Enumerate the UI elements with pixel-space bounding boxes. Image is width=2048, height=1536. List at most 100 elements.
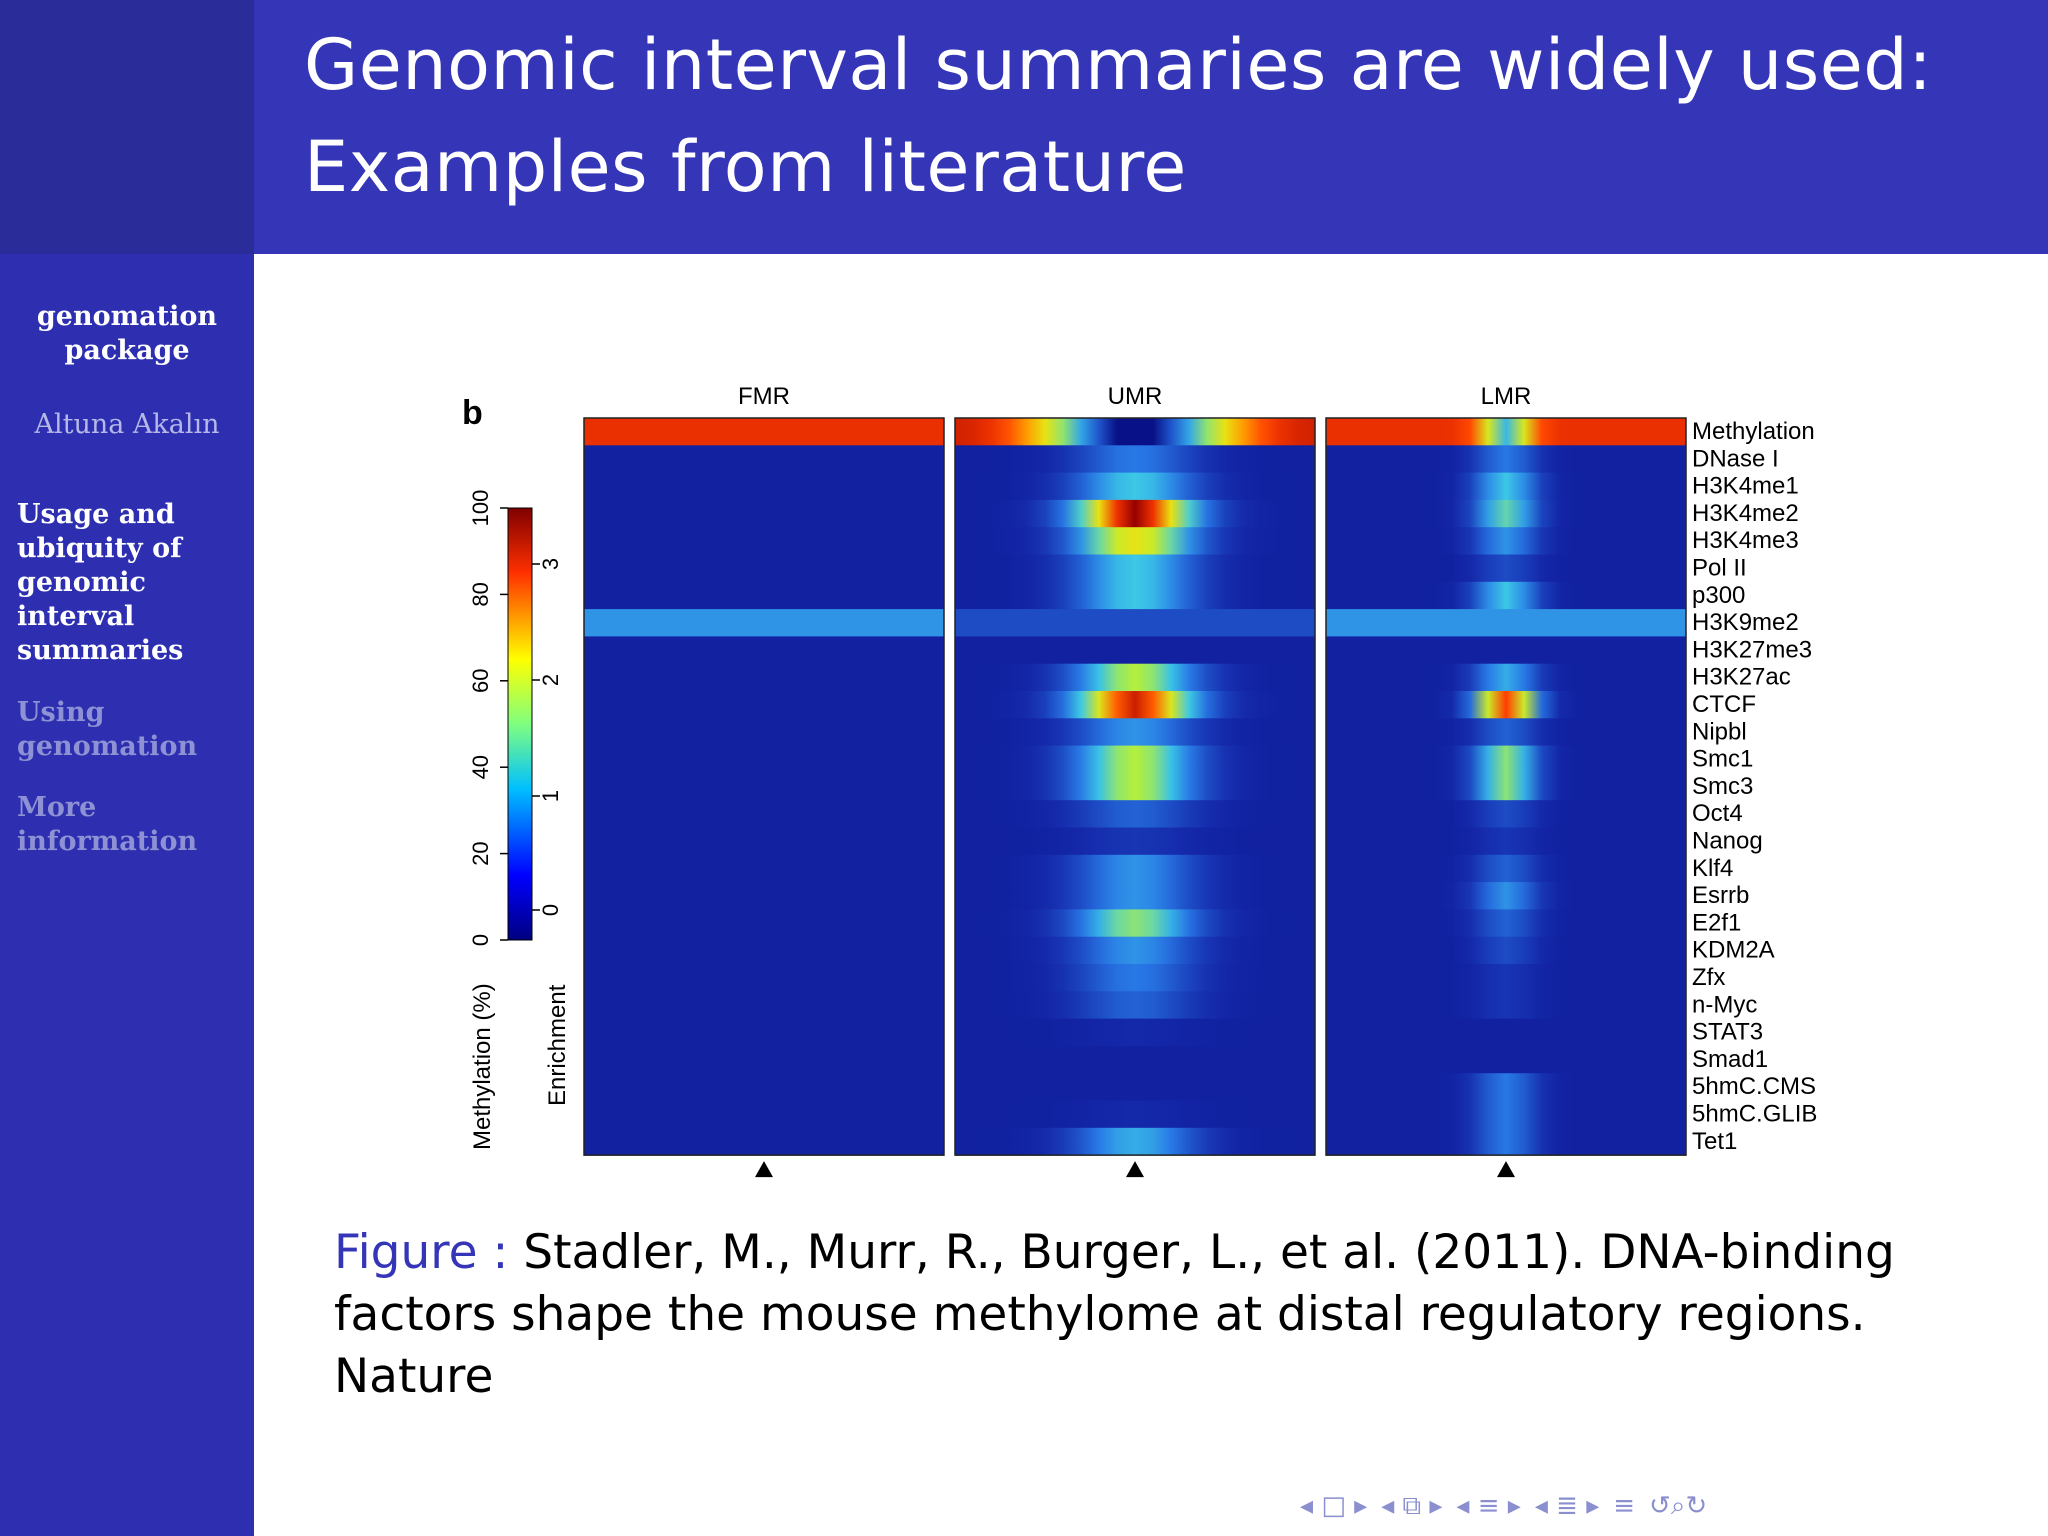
heatmap-cell <box>584 1073 944 1102</box>
heatmap-cell <box>1326 636 1686 665</box>
sidebar-section-more[interactable]: More information <box>17 791 242 859</box>
sidebar-package-title[interactable]: genomation package <box>0 300 254 368</box>
sidebar-author[interactable]: Altuna Akalın <box>34 409 220 440</box>
heatmap-row-lmr <box>1326 991 1686 1020</box>
heatmap-cell <box>955 554 1315 583</box>
sidebar-section-line: Using <box>17 697 105 728</box>
sidebar-section-line: ubiquity of <box>17 533 182 564</box>
heatmap-cell <box>1326 827 1686 856</box>
heatmap-cell <box>1326 418 1686 446</box>
heatmap-row-fmr <box>584 609 944 637</box>
row-label: 5hmC.CMS <box>1692 1073 1816 1100</box>
methylation-tick-label: 80 <box>468 582 493 606</box>
column-label-lmr: LMR <box>1481 383 1532 410</box>
heatmap-row-fmr <box>584 1018 944 1047</box>
heatmap-row-umr <box>955 418 1315 446</box>
heatmap-cell <box>584 718 944 747</box>
row-label: H3K4me3 <box>1692 527 1799 554</box>
heatmap-row-fmr <box>584 636 944 665</box>
heatmap-row-fmr <box>584 1127 944 1156</box>
row-label: H3K9me2 <box>1692 609 1799 636</box>
heatmap-row-lmr <box>1326 472 1686 501</box>
heatmap-row-lmr <box>1326 854 1686 883</box>
heatmap-cell <box>1326 499 1686 528</box>
row-label: Smad1 <box>1692 1046 1768 1073</box>
row-label: H3K4me2 <box>1692 500 1799 527</box>
heatmap-cell <box>584 936 944 965</box>
sidebar-section-usage[interactable]: Usage and ubiquity of genomic interval s… <box>17 498 242 668</box>
heatmap-cell <box>1326 445 1686 474</box>
heatmap-row-lmr <box>1326 418 1686 446</box>
heatmap-cell <box>1326 1018 1686 1047</box>
nav-search-icon[interactable]: ↺⌕↻ <box>1649 1490 1708 1521</box>
sidebar-section-line: summaries <box>17 635 184 666</box>
heatmap-cell <box>955 882 1315 910</box>
heatmap-row-fmr <box>584 581 944 610</box>
heatmap-row-lmr <box>1326 827 1686 856</box>
row-label: H3K4me1 <box>1692 473 1799 500</box>
heatmap-row-umr <box>955 772 1315 801</box>
heatmap-cell <box>1326 1100 1686 1129</box>
colorbar-ticks: 0 20 40 60 80 100 0 1 2 3 <box>468 490 563 946</box>
heatmap-cell <box>584 1127 944 1156</box>
nav-first-icon[interactable]: ◂ □ ▸ <box>1300 1491 1368 1521</box>
heatmap-row-fmr <box>584 472 944 501</box>
heatmap-cell <box>584 882 944 910</box>
heatmap-cell <box>955 800 1315 829</box>
methylation-tick-label: 0 <box>468 934 493 946</box>
heatmap-cell <box>584 609 944 637</box>
column-labels: FMR UMR LMR <box>738 383 1531 410</box>
heatmap-row-umr <box>955 636 1315 665</box>
heatmap-row-fmr <box>584 527 944 556</box>
nav-toc-icon[interactable]: ≡ <box>1613 1491 1636 1521</box>
row-label: Smc1 <box>1692 746 1753 773</box>
heatmap-row-umr <box>955 827 1315 856</box>
heatmap-row-lmr <box>1326 445 1686 474</box>
heatmap-cell <box>955 1127 1315 1156</box>
heatmap-row-umr <box>955 1100 1315 1129</box>
slide-title-line-1: Genomic interval summaries are widely us… <box>304 24 1933 106</box>
heatmap-row-lmr <box>1326 609 1686 637</box>
heatmap-panel-frame <box>1325 417 1687 1156</box>
heatmap-cell <box>584 1045 944 1074</box>
heatmap-cell <box>955 1045 1315 1074</box>
heatmap-cell <box>584 991 944 1020</box>
heatmap-row-lmr <box>1326 1073 1686 1102</box>
center-marker-icon <box>1126 1161 1144 1178</box>
sidebar-section-line: genomic <box>17 567 146 598</box>
row-label: Klf4 <box>1692 855 1733 882</box>
heatmap-cell <box>1326 1127 1686 1156</box>
heatmap-row-umr <box>955 691 1315 719</box>
heatmap-cell <box>1326 718 1686 747</box>
row-label: Nanog <box>1692 828 1763 855</box>
heatmap-cell <box>1326 854 1686 883</box>
heatmap-cells <box>583 417 1687 1156</box>
nav-section-icon[interactable]: ◂ ≡ ▸ <box>1456 1491 1521 1521</box>
heatmap-cell <box>584 663 944 692</box>
heatmap-cell <box>584 472 944 501</box>
nav-frame-icon[interactable]: ◂ ⧉ ▸ <box>1381 1490 1443 1521</box>
center-marker-icon <box>1497 1161 1515 1178</box>
caption-label: Figure : <box>334 1225 509 1280</box>
heatmap-cell <box>584 909 944 938</box>
heatmap-row-umr <box>955 964 1315 992</box>
enrichment-tick-label: 1 <box>538 790 563 802</box>
colorbar <box>507 507 533 941</box>
heatmap-cell <box>955 636 1315 665</box>
heatmap-row-lmr <box>1326 1045 1686 1074</box>
heatmap-row-lmr <box>1326 772 1686 801</box>
heatmap-cell <box>584 527 944 556</box>
heatmap-cell <box>1326 964 1686 992</box>
row-label: 5hmC.GLIB <box>1692 1101 1817 1128</box>
heatmap-row-umr <box>955 854 1315 883</box>
caption-line-1: Figure : Stadler, M., Murr, R., Burger, … <box>334 1222 2014 1284</box>
heatmap-row-umr <box>955 445 1315 474</box>
heatmap-cell <box>584 691 944 719</box>
figure-caption: Figure : Stadler, M., Murr, R., Burger, … <box>334 1222 2014 1408</box>
enrichment-tick-label: 2 <box>538 674 563 686</box>
heatmap-panel-frame <box>583 417 945 1156</box>
methylation-tick-label: 20 <box>468 841 493 865</box>
heatmap-cell <box>1326 554 1686 583</box>
nav-subsection-icon[interactable]: ◂ ≣ ▸ <box>1534 1491 1600 1521</box>
sidebar-section-using[interactable]: Using genomation <box>17 696 242 764</box>
